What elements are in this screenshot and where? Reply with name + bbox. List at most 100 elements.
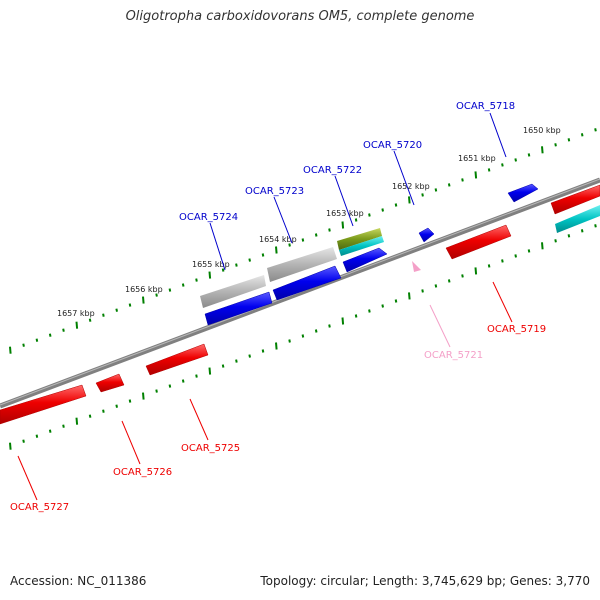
gene-label-ocar-5720[interactable]: OCAR_5720 [363, 140, 422, 151]
gene-ocar-5727-feature[interactable] [0, 384, 87, 425]
ruler-tick [514, 158, 517, 162]
ruler-tick [275, 342, 278, 350]
callout-ocar-5720 [393, 150, 415, 206]
accession-text: Accession: NC_011386 [10, 574, 147, 588]
callout-ocar-5724 [209, 222, 226, 271]
ruler-tick [341, 317, 345, 325]
ruler-tick [368, 309, 371, 313]
ruler-tick [288, 243, 291, 247]
ruler-tick [75, 417, 79, 425]
ruler-tick [22, 343, 25, 347]
ruler-tick [408, 292, 411, 300]
ruler-tick [527, 153, 531, 157]
ruler-tick [248, 354, 251, 358]
gene-ocar-5718-feature[interactable] [507, 183, 539, 203]
gene-ocar-5719-feature[interactable] [445, 224, 512, 260]
ruler-tick [301, 334, 305, 338]
ruler-tick [514, 254, 517, 258]
gene-label-ocar-5725[interactable]: OCAR_5725 [181, 443, 240, 454]
gene-ocar-5722-feature[interactable] [337, 228, 388, 273]
ruler-tick [155, 389, 158, 393]
ruler-tick [554, 239, 557, 243]
gene-label-ocar-5723[interactable]: OCAR_5723 [245, 186, 304, 197]
ruler-tick [328, 324, 331, 328]
ruler-tick [487, 168, 491, 172]
ruler-label-1657: 1657 kbp [57, 309, 95, 318]
ruler-tick [75, 321, 79, 329]
ruler-tick [142, 296, 145, 304]
ruler-tick [128, 399, 132, 403]
ruler-tick [35, 434, 39, 438]
ruler-tick [567, 138, 571, 142]
gene-ocar-5721-feature[interactable] [412, 261, 421, 272]
callout-ocar-5722 [334, 175, 354, 227]
ruler-inner [9, 224, 597, 450]
ruler-tick [9, 442, 12, 450]
ruler-tick [541, 242, 544, 250]
ruler-tick [354, 314, 358, 318]
gene-label-ocar-5727[interactable]: OCAR_5727 [10, 502, 69, 513]
ruler-outer [9, 128, 597, 354]
ruler-tick [35, 338, 39, 342]
ruler-tick [580, 229, 584, 233]
ruler-label-1652: 1652 kbp [392, 182, 430, 191]
ruler-tick [501, 259, 504, 263]
callout-ocar-5719 [492, 281, 513, 323]
gene-ocar-5724-feature[interactable] [200, 275, 273, 326]
ruler-tick [554, 143, 557, 147]
ruler-tick [115, 308, 118, 312]
gene-label-ocar-5719[interactable]: OCAR_5719 [487, 324, 546, 335]
ruler-tick [461, 178, 464, 182]
callout-ocar-5723 [273, 196, 293, 244]
ruler-tick [541, 146, 544, 154]
ruler-tick [381, 208, 384, 212]
callout-ocar-5727 [17, 455, 38, 501]
ruler-tick [421, 289, 424, 293]
ruler-tick [474, 267, 478, 275]
ruler-tick [381, 304, 384, 308]
gene-label-ocar-5726[interactable]: OCAR_5726 [113, 467, 172, 478]
ruler-tick [474, 171, 478, 179]
gene-ocar-5723-feature[interactable] [267, 247, 342, 301]
ruler-tick [314, 329, 318, 333]
gene-label-ocar-5721[interactable]: OCAR_5721 [424, 350, 483, 361]
ruler-tick [248, 258, 251, 262]
gene-label-ocar-5722[interactable]: OCAR_5722 [303, 165, 362, 176]
ruler-tick [394, 299, 398, 303]
ruler-tick [168, 288, 172, 292]
ruler-tick [394, 203, 398, 207]
ruler-tick [434, 188, 438, 192]
ruler-tick [102, 313, 105, 317]
gene-ocar-5725-feature[interactable] [145, 343, 209, 376]
ruler-tick [301, 238, 305, 242]
ruler-tick [22, 439, 25, 443]
ruler-label-1651: 1651 kbp [458, 154, 496, 163]
genome-backbone [0, 177, 600, 409]
gene-ocar-5726-feature[interactable] [95, 373, 125, 393]
gene-right-edge-features[interactable] [550, 184, 600, 233]
gene-label-ocar-5724[interactable]: OCAR_5724 [179, 212, 238, 223]
ruler-tick [208, 367, 212, 375]
ruler-tick [235, 359, 238, 363]
ruler-tick [181, 379, 185, 383]
ruler-tick [115, 404, 118, 408]
gene-ocar-5720-feature[interactable] [418, 227, 435, 243]
ruler-tick [447, 279, 451, 283]
ruler-tick [62, 424, 65, 428]
ruler-label-1655: 1655 kbp [192, 260, 230, 269]
ruler-tick [580, 133, 584, 137]
ruler-tick [288, 339, 291, 343]
ruler-tick [195, 278, 198, 282]
callout-ocar-5721 [429, 304, 451, 348]
ruler-tick [62, 328, 65, 332]
ruler-tick [235, 263, 238, 267]
gene-label-ocar-5718[interactable]: OCAR_5718 [456, 101, 515, 112]
ruler-tick [142, 392, 145, 400]
ruler-tick [88, 414, 92, 418]
ruler-tick [461, 274, 464, 278]
ruler-tick [261, 349, 265, 353]
ruler-tick [421, 193, 424, 197]
ruler-tick [195, 374, 198, 378]
ruler-tick [567, 234, 571, 238]
